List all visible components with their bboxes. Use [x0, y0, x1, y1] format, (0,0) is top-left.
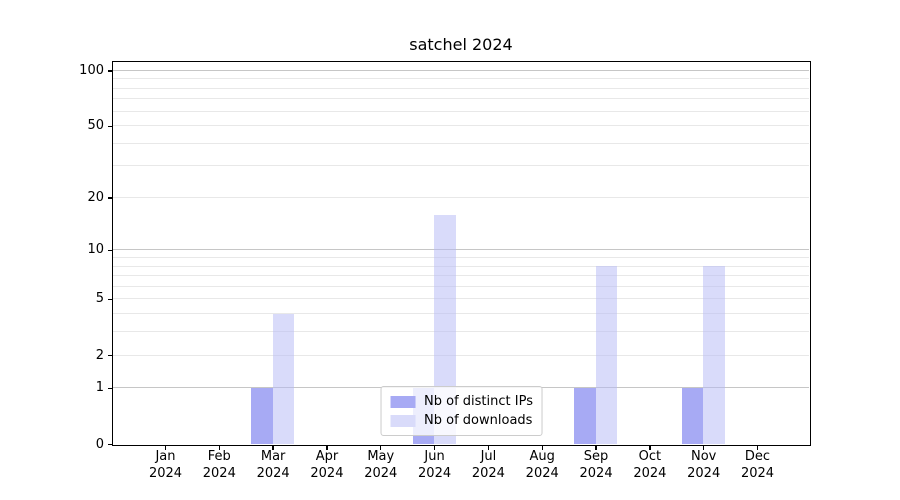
- legend-swatch-distinct-ips-icon: [390, 395, 416, 408]
- x-tick-mark: [326, 446, 328, 450]
- bar-distinct-ips: [574, 387, 596, 444]
- legend: Nb of distinct IPs Nb of downloads: [380, 386, 543, 436]
- y-tick-label: 2: [95, 347, 104, 363]
- x-tick-mark: [541, 446, 543, 450]
- y-tick-mark: [108, 70, 112, 72]
- bar-downloads: [595, 266, 618, 444]
- x-tick-mark: [380, 446, 382, 450]
- x-tick-label: Sep 2024: [579, 449, 613, 481]
- legend-label-distinct-ips: Nb of distinct IPs: [424, 394, 533, 409]
- gridline: [113, 165, 809, 167]
- gridline: [113, 275, 809, 277]
- gridline: [113, 78, 809, 80]
- gridline: [113, 69, 809, 71]
- plot-area: Nb of distinct IPs Nb of downloads: [112, 61, 811, 446]
- y-tick-mark: [108, 298, 112, 301]
- legend-item-distinct-ips: Nb of distinct IPs: [390, 392, 533, 411]
- bar-downloads: [703, 266, 725, 444]
- x-tick-mark: [649, 446, 651, 450]
- gridline: [113, 110, 809, 112]
- legend-item-downloads: Nb of downloads: [390, 411, 533, 430]
- x-tick-label: Dec 2024: [740, 449, 775, 481]
- gridline: [113, 142, 809, 144]
- y-tick-mark: [108, 443, 112, 446]
- x-tick-label: Mar 2024: [256, 449, 290, 481]
- x-tick-label: Oct 2024: [633, 449, 667, 481]
- y-tick-label: 50: [87, 118, 104, 134]
- y-tick-label: 10: [87, 242, 104, 258]
- y-tick-mark: [108, 125, 112, 127]
- x-tick-mark: [703, 446, 705, 450]
- y-tick-label: 20: [87, 190, 104, 206]
- x-tick-mark: [272, 446, 274, 450]
- bar-downloads: [272, 313, 295, 444]
- y-tick-label: 0: [95, 436, 104, 452]
- y-tick-mark: [108, 249, 112, 252]
- y-tick-mark: [108, 354, 112, 357]
- x-tick-label: Nov 2024: [687, 449, 721, 481]
- x-tick-mark: [218, 446, 220, 450]
- chart-title: satchel 2024: [409, 35, 513, 54]
- x-tick-mark: [756, 446, 759, 450]
- x-tick-mark: [487, 446, 490, 450]
- gridline: [113, 197, 809, 199]
- gridline: [113, 298, 809, 300]
- gridline: [113, 125, 809, 127]
- x-tick-label: Jul 2024: [471, 449, 505, 481]
- gridline: [113, 354, 809, 356]
- gridline: [113, 285, 809, 287]
- x-tick-label: Feb 2024: [202, 449, 236, 481]
- y-tick-label: 1: [95, 380, 104, 396]
- x-tick-mark: [433, 446, 436, 450]
- gridline: [113, 249, 809, 251]
- y-tick-label: 5: [95, 291, 104, 307]
- x-tick-label: Aug 2024: [525, 449, 559, 481]
- gridline: [113, 87, 809, 89]
- gridline: [113, 313, 809, 315]
- x-tick-mark: [164, 446, 167, 450]
- gridline: [113, 98, 809, 100]
- legend-label-downloads: Nb of downloads: [424, 413, 533, 428]
- x-tick-mark: [595, 446, 597, 450]
- bar-distinct-ips: [681, 387, 704, 444]
- gridline: [113, 265, 809, 267]
- gridline: [113, 257, 809, 259]
- legend-swatch-downloads-icon: [390, 414, 416, 427]
- y-tick-mark: [108, 387, 112, 390]
- y-tick-mark: [108, 197, 112, 199]
- x-tick-label: Jan 2024: [148, 449, 183, 481]
- gridline: [113, 331, 809, 333]
- x-tick-label: Apr 2024: [310, 449, 344, 481]
- x-tick-label: Jun 2024: [418, 449, 452, 481]
- bar-distinct-ips: [251, 387, 273, 444]
- y-tick-label: 100: [79, 62, 104, 78]
- x-tick-label: May 2024: [364, 449, 398, 481]
- bars-layer: [113, 62, 809, 444]
